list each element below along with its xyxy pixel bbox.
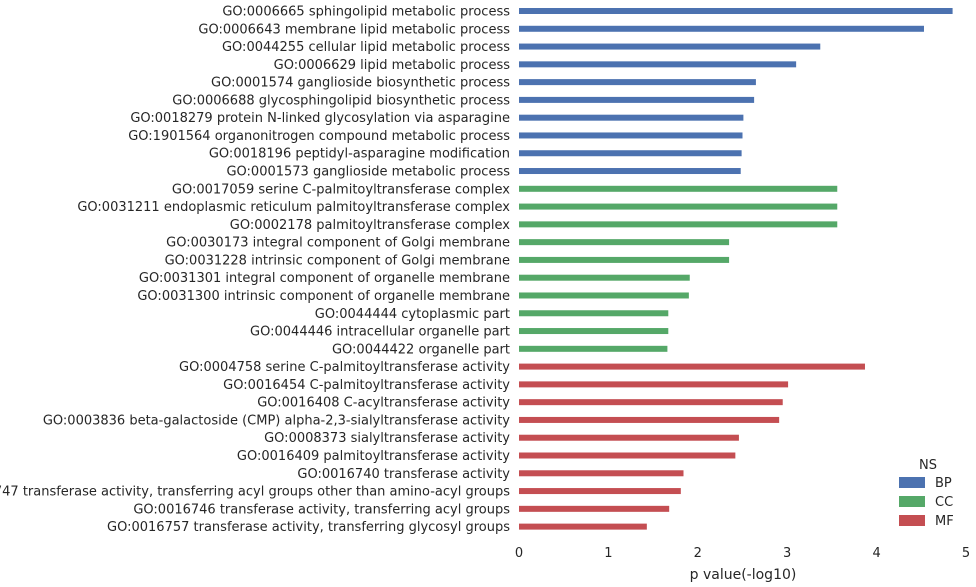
y-tick-label: GO:0001574 ganglioside biosynthetic proc… — [211, 76, 510, 91]
y-tick-label: GO:0018196 peptidyl-asparagine modificat… — [209, 147, 510, 162]
y-tick-label: GO:0004758 serine C-palmitoyltransferase… — [179, 360, 510, 375]
bar-6 — [519, 96, 755, 103]
x-tick-label: 2 — [694, 546, 702, 561]
x-tick-label: 4 — [872, 546, 880, 561]
bar-28 — [519, 488, 681, 495]
bar-19 — [519, 328, 669, 335]
bar-15 — [519, 256, 730, 263]
legend: NS BP CC MF — [899, 458, 954, 529]
y-tick-label: GO:0044444 cytoplasmic part — [315, 307, 510, 322]
y-tick-label: GO:0008373 sialyltransferase activity — [264, 431, 510, 446]
bar-4 — [519, 61, 797, 68]
bar-5 — [519, 79, 756, 86]
bars — [519, 8, 953, 530]
y-tick-label: GO:0001573 ganglioside metabolic process — [226, 165, 510, 180]
x-tick-label: 5 — [962, 546, 970, 561]
y-tick-label: GO:0018279 protein N-linked glycosylatio… — [130, 111, 510, 126]
x-tick-label: 0 — [515, 546, 523, 561]
legend-swatch-mf — [899, 515, 925, 526]
bar-11 — [519, 185, 838, 192]
bar-9 — [519, 150, 742, 157]
x-axis-label: p value(-log10) — [690, 567, 797, 583]
y-tick-label: GO:1901564 organonitrogen compound metab… — [128, 129, 510, 144]
legend-label-cc: CC — [935, 495, 953, 510]
bar-27 — [519, 470, 684, 477]
y-tick-label: GO:0006665 sphingolipid metabolic proces… — [222, 5, 510, 20]
y-tick-label: GO:0044255 cellular lipid metabolic proc… — [222, 40, 510, 55]
bar-24 — [519, 416, 780, 423]
bar-8 — [519, 132, 743, 139]
bar-16 — [519, 274, 690, 281]
bar-17 — [519, 292, 689, 299]
bar-2 — [519, 25, 924, 32]
y-tick-label: GO:0002178 palmitoyltransferase complex — [230, 218, 511, 233]
y-tick-label: GO:0016757 transferase activity, transfe… — [107, 520, 510, 535]
y-tick-label: GO:0016740 transferase activity — [297, 467, 510, 482]
y-tick-label: GO:0031301 integral component of organel… — [139, 271, 510, 286]
y-tick-label: GO:0006629 lipid metabolic process — [274, 58, 511, 73]
bar-12 — [519, 203, 838, 210]
bar-25 — [519, 434, 739, 441]
bar-13 — [519, 221, 838, 228]
x-axis: 0 1 2 3 4 5 — [515, 546, 970, 561]
x-tick-label: 3 — [783, 546, 791, 561]
legend-label-mf: MF — [935, 514, 954, 529]
bar-14 — [519, 239, 730, 246]
bar-21 — [519, 363, 865, 370]
y-tick-label: GO:0031228 intrinsic component of Golgi … — [165, 253, 510, 268]
legend-swatch-cc — [899, 496, 925, 507]
bar-7 — [519, 114, 744, 121]
bar-3 — [519, 43, 821, 50]
y-tick-label: GO:0006688 glycosphingolipid biosyntheti… — [172, 93, 510, 108]
y-tick-label: GO:0003836 beta-galactoside (CMP) alpha-… — [43, 413, 510, 428]
x-tick-label: 1 — [604, 546, 612, 561]
bar-26 — [519, 452, 736, 459]
bar-30 — [519, 523, 647, 530]
y-tick-label: GO:0016454 C-palmitoyltransferase activi… — [223, 378, 510, 393]
y-tick-label: GO:0031211 endoplasmic reticulum palmito… — [77, 200, 510, 215]
y-tick-label: GO:0016409 palmitoyltransferase activity — [237, 449, 510, 464]
y-tick-label: GO:0044446 intracellular organelle part — [250, 325, 510, 340]
bar-18 — [519, 310, 669, 317]
y-tick-label: GO:0016746 transferase activity, transfe… — [133, 502, 510, 517]
y-tick-label: GO:0044422 organelle part — [332, 342, 510, 357]
legend-title: NS — [919, 458, 937, 473]
legend-swatch-bp — [899, 477, 925, 488]
bar-29 — [519, 505, 670, 512]
bar-20 — [519, 345, 668, 352]
y-tick-label: GO:0006643 membrane lipid metabolic proc… — [198, 22, 510, 37]
y-tick-labels: GO:0006665 sphingolipid metabolic proces… — [0, 5, 510, 536]
legend-label-bp: BP — [935, 476, 952, 491]
y-tick-label: GO:0017059 serine C-palmitoyltransferase… — [172, 182, 510, 197]
bar-23 — [519, 399, 783, 406]
bar-10 — [519, 168, 741, 175]
y-tick-label: GO:0016747 transferase activity, transfe… — [0, 485, 510, 500]
y-tick-label: GO:0031300 intrinsic component of organe… — [137, 289, 510, 304]
bar-22 — [519, 381, 789, 388]
y-tick-label: GO:0030173 integral component of Golgi m… — [166, 236, 510, 251]
y-tick-label: GO:0016408 C-acyltransferase activity — [257, 396, 510, 411]
bar-1 — [519, 8, 953, 14]
